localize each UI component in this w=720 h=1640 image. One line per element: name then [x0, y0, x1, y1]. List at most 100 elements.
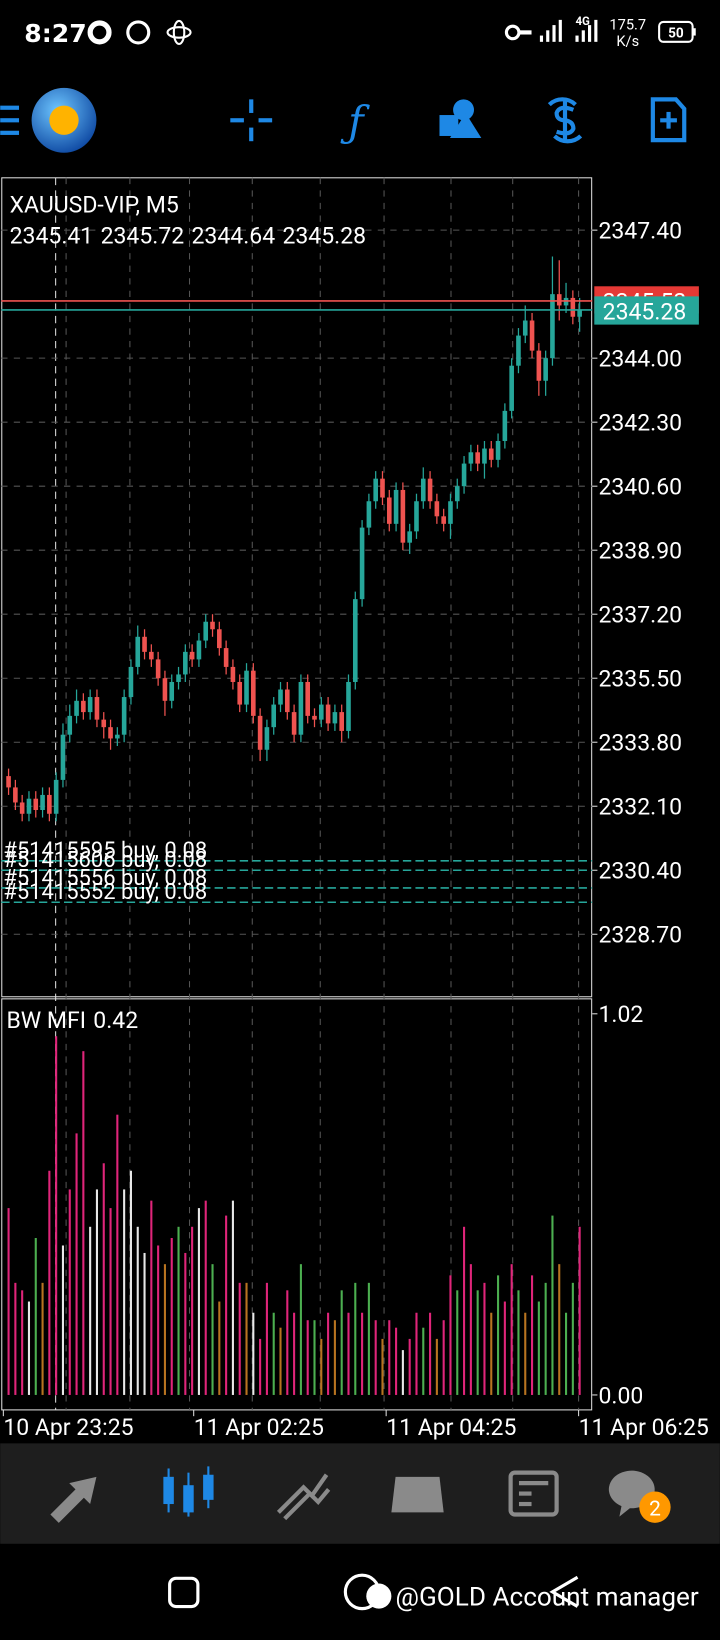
net-speed: 175.7 — [609, 15, 646, 33]
candle-body — [278, 689, 283, 705]
candle-body — [346, 681, 351, 731]
mfi-bar — [524, 1312, 527, 1395]
candle-body — [53, 779, 59, 814]
candle-body — [577, 309, 582, 317]
mfi-bar — [497, 1275, 500, 1395]
candle-body — [47, 794, 52, 814]
mfi-bar — [34, 1238, 37, 1395]
candle-body — [244, 670, 249, 705]
mfi-bar — [313, 1320, 316, 1395]
crosshair-button[interactable] — [230, 99, 273, 142]
candle-body — [237, 681, 243, 705]
candle-body — [169, 681, 175, 701]
mfi-bar — [327, 1312, 330, 1395]
quotes-tab[interactable] — [50, 1476, 97, 1523]
facebook-icon — [366, 1583, 392, 1609]
mfi-bar — [571, 1282, 574, 1395]
indicator-label: BW MFI 0.42 — [6, 1007, 138, 1034]
y-tick-label: 2328.70 — [598, 922, 682, 949]
candle-body — [332, 712, 338, 724]
candle-body — [183, 651, 188, 675]
clock: 8:27 — [24, 19, 86, 48]
mfi-bar — [531, 1275, 534, 1395]
mfi-bar — [136, 1226, 139, 1395]
mfi-bar — [578, 1226, 581, 1395]
new-order-button[interactable] — [650, 97, 687, 143]
trade-button[interactable] — [547, 97, 583, 144]
mfi-bar — [89, 1226, 92, 1395]
candle-body — [189, 651, 195, 660]
menu-button[interactable] — [0, 105, 20, 135]
candle-body — [386, 497, 392, 524]
candle-body — [108, 727, 113, 739]
mfi-bar — [320, 1338, 323, 1395]
mfi-bar — [238, 1282, 241, 1395]
candle-body — [556, 294, 562, 306]
atom-icon — [166, 26, 192, 39]
mfi-bar — [558, 1264, 561, 1395]
candle-body — [155, 659, 161, 679]
mfi-bar — [293, 1312, 296, 1395]
order-label: #51415556 buy, 0.08 — [3, 866, 207, 891]
indicator-value: 0.42 — [93, 1007, 138, 1034]
ohlc-header-value: 2344.64 — [192, 223, 276, 250]
candle-body — [454, 486, 460, 502]
mfi-bar — [367, 1282, 370, 1395]
back-button[interactable] — [549, 1575, 579, 1608]
y-tick-label: 2338.90 — [598, 538, 682, 565]
mfi-bar — [191, 1226, 194, 1395]
badge-count: 2 — [649, 1498, 661, 1522]
ohlc-header-value: 2345.28 — [282, 223, 366, 250]
mfi-bar — [517, 1290, 520, 1395]
mfi-bar — [361, 1312, 364, 1395]
mfi-bar — [143, 1252, 146, 1395]
x-tick-label: 11 Apr 04:25 — [386, 1414, 516, 1441]
mfi-bar — [14, 1282, 17, 1395]
battery-tip — [692, 28, 696, 36]
candle-body — [210, 621, 215, 630]
mfi-bar — [75, 1133, 78, 1395]
network-type: 4G — [575, 14, 590, 28]
mfi-bar — [109, 1208, 112, 1395]
candle-body — [176, 674, 181, 682]
ask-label-box — [594, 296, 699, 325]
mfi-bar — [231, 1200, 234, 1395]
candle-body — [522, 320, 528, 336]
mfi-bar — [55, 1036, 58, 1395]
candle-body — [121, 697, 127, 735]
mfi-bar — [204, 1200, 207, 1395]
candle-body — [420, 478, 426, 502]
y-tick-label: 2335.50 — [598, 666, 682, 693]
candle-body — [33, 798, 39, 811]
mfi-bar — [245, 1282, 248, 1395]
candle-body — [230, 666, 236, 682]
recents-button[interactable] — [168, 1576, 200, 1609]
candle-body — [223, 648, 229, 667]
news-tab[interactable] — [508, 1470, 559, 1517]
net-speed-unit: K/s — [616, 32, 639, 50]
history-tab[interactable] — [391, 1476, 444, 1513]
chart-tab[interactable] — [163, 1466, 214, 1517]
mfi-bar — [565, 1312, 568, 1395]
candle-body — [482, 448, 487, 464]
mfi-bar — [225, 1215, 228, 1395]
candle-body — [271, 704, 277, 728]
objects-button[interactable] — [439, 99, 482, 139]
mfi-bar — [259, 1338, 262, 1395]
mfi-bar — [401, 1350, 404, 1395]
candle-body — [529, 320, 535, 351]
candle-body — [434, 501, 440, 517]
mfi-bar — [150, 1200, 153, 1395]
key-icon — [517, 30, 532, 35]
y-tick-label: 2333.80 — [598, 730, 682, 757]
mfi-bar — [21, 1290, 24, 1395]
mfi-bar — [442, 1320, 445, 1395]
mfi-bar — [544, 1282, 547, 1395]
trade-tab[interactable] — [276, 1473, 331, 1521]
candle-body — [6, 776, 11, 788]
mfi-bar — [123, 1189, 126, 1395]
candle-body — [536, 350, 542, 381]
indicator-frame — [1, 998, 593, 1411]
